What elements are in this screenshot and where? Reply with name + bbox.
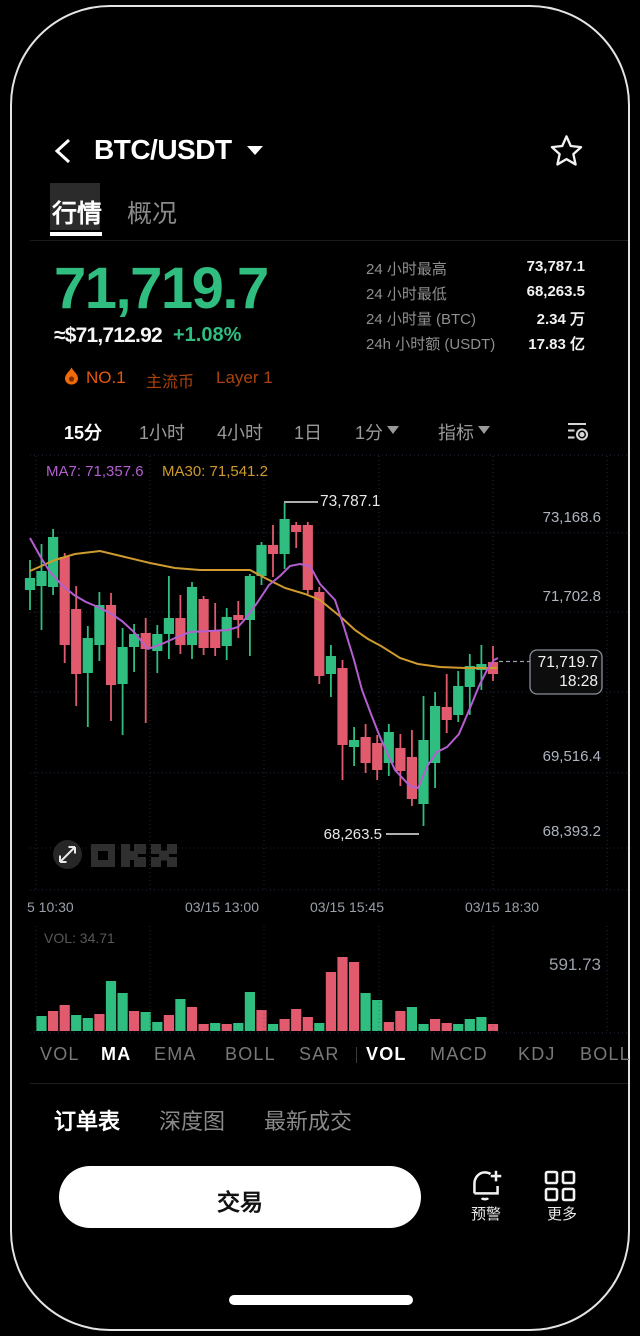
svg-text:18:28: 18:28 [559,673,598,690]
svg-text:5 10:30: 5 10:30 [27,899,74,915]
svg-text:591.73: 591.73 [549,955,601,974]
svg-text:73,787.1: 73,787.1 [320,493,380,510]
svg-text:03/15 18:30: 03/15 18:30 [465,899,539,915]
svg-text:73,168.6: 73,168.6 [543,509,601,526]
svg-text:69,516.4: 69,516.4 [543,748,601,765]
svg-text:VOL: 34.71: VOL: 34.71 [44,930,115,946]
svg-text:71,719.7: 71,719.7 [538,654,598,671]
svg-text:68,263.5: 68,263.5 [324,826,382,843]
svg-text:71,702.8: 71,702.8 [543,588,601,605]
svg-text:68,393.2: 68,393.2 [543,823,601,840]
svg-text:03/15 15:45: 03/15 15:45 [310,899,384,915]
svg-text:03/15 13:00: 03/15 13:00 [185,899,259,915]
